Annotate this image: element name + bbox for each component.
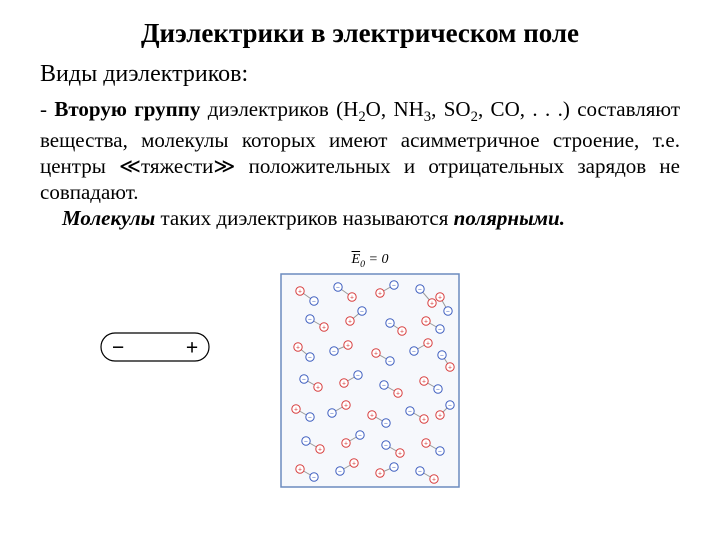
svg-text:+: + xyxy=(426,340,430,348)
subtitle: Виды диэлектриков: xyxy=(40,61,680,88)
e-eq: = 0 xyxy=(365,252,388,267)
svg-text:+: + xyxy=(378,470,382,478)
svg-text:−: − xyxy=(356,372,360,380)
svg-text:+: + xyxy=(322,324,326,332)
svg-text:+: + xyxy=(400,328,404,336)
svg-text:+: + xyxy=(344,402,348,410)
svg-text:+: + xyxy=(422,416,426,424)
svg-text:−: − xyxy=(438,448,442,456)
svg-text:+: + xyxy=(424,318,428,326)
p1-t3: , SO xyxy=(431,97,470,121)
p1-sub3: 2 xyxy=(471,109,478,125)
svg-text:−: − xyxy=(312,474,316,482)
svg-text:+: + xyxy=(374,350,378,358)
svg-text:+: + xyxy=(370,412,374,420)
svg-text:−: − xyxy=(408,408,412,416)
svg-text:+: + xyxy=(448,364,452,372)
svg-text:−: − xyxy=(360,308,364,316)
svg-text:−: − xyxy=(338,468,342,476)
svg-text:+: + xyxy=(422,378,426,386)
svg-text:+: + xyxy=(342,380,346,388)
svg-text:−: − xyxy=(308,414,312,422)
svg-text:−: − xyxy=(336,284,340,292)
svg-text:−: − xyxy=(308,316,312,324)
svg-text:+: + xyxy=(424,440,428,448)
svg-text:−: − xyxy=(358,432,362,440)
p2-b1: Молекулы xyxy=(62,206,155,230)
p1-t1: диэлектриков (H xyxy=(200,97,358,121)
svg-text:−: − xyxy=(448,402,452,410)
svg-text:−: − xyxy=(388,358,392,366)
svg-text:+: + xyxy=(294,406,298,414)
p1-lead: - xyxy=(40,97,54,121)
svg-text:−: − xyxy=(412,348,416,356)
p1-t2: O, NH xyxy=(366,97,424,121)
paragraph-2: Молекулы таких диэлектриков называются п… xyxy=(40,205,680,231)
page-title: Диэлектрики в электрическом поле xyxy=(40,18,680,49)
p1-sub1: 2 xyxy=(358,109,365,125)
dipole-figure: −+ xyxy=(100,332,210,367)
svg-text:+: + xyxy=(346,342,350,350)
svg-text:+: + xyxy=(432,476,436,484)
svg-text:−: − xyxy=(384,420,388,428)
paragraph-1: - Вторую группу диэлектриков (H2O, NH3, … xyxy=(40,96,680,205)
svg-text:−: − xyxy=(384,442,388,450)
svg-text:+: + xyxy=(352,460,356,468)
p2-t2: таких диэлектриков называются xyxy=(155,206,453,230)
svg-text:−: − xyxy=(388,320,392,328)
svg-text:−: − xyxy=(112,334,125,359)
p2-b3: полярными. xyxy=(454,206,565,230)
svg-text:+: + xyxy=(396,390,400,398)
svg-text:+: + xyxy=(348,318,352,326)
svg-text:−: − xyxy=(304,438,308,446)
svg-text:−: − xyxy=(312,298,316,306)
svg-text:+: + xyxy=(398,450,402,458)
svg-text:+: + xyxy=(296,344,300,352)
svg-text:−: − xyxy=(308,354,312,362)
svg-text:+: + xyxy=(318,446,322,454)
svg-text:+: + xyxy=(438,294,442,302)
svg-text:+: + xyxy=(298,288,302,296)
svg-text:+: + xyxy=(186,334,199,359)
svg-text:−: − xyxy=(440,352,444,360)
svg-text:+: + xyxy=(378,290,382,298)
svg-text:+: + xyxy=(316,384,320,392)
e-symbol: E xyxy=(352,252,361,267)
container-svg: +−−++−−++−−++−−++−+−−++−−+−+−++−−++−+−−+… xyxy=(280,273,460,488)
svg-text:−: − xyxy=(302,376,306,384)
svg-text:−: − xyxy=(382,382,386,390)
svg-text:−: − xyxy=(392,464,396,472)
svg-text:−: − xyxy=(418,468,422,476)
figures-row: −+ E0 = 0 +−−++−−++−−++−−++−+−−++−−+−+−+… xyxy=(40,252,680,494)
svg-text:−: − xyxy=(438,326,442,334)
field-label: E0 = 0 xyxy=(280,252,460,270)
svg-text:+: + xyxy=(298,466,302,474)
svg-text:−: − xyxy=(332,348,336,356)
svg-text:+: + xyxy=(438,412,442,420)
svg-text:−: − xyxy=(418,286,422,294)
container-figure: E0 = 0 +−−++−−++−−++−−++−+−−++−−+−+−++−−… xyxy=(280,252,460,494)
svg-text:−: − xyxy=(330,410,334,418)
p1-bold: Вторую группу xyxy=(54,97,200,121)
svg-text:+: + xyxy=(344,440,348,448)
svg-text:−: − xyxy=(436,386,440,394)
svg-text:+: + xyxy=(350,294,354,302)
svg-text:+: + xyxy=(430,300,434,308)
svg-text:−: − xyxy=(446,308,450,316)
dipole-svg: −+ xyxy=(100,332,210,362)
svg-text:−: − xyxy=(392,282,396,290)
